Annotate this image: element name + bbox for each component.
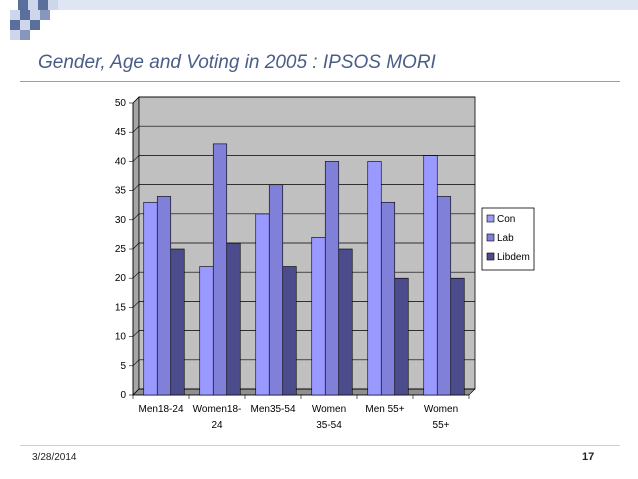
bar-libdem — [450, 277, 465, 396]
bar-libdem — [394, 277, 409, 396]
x-tick-label: Women — [424, 404, 458, 415]
x-tick-label: Women — [312, 404, 346, 415]
deco-square — [10, 10, 20, 20]
gridline-depth — [132, 271, 140, 279]
deco-square — [30, 10, 40, 20]
bar-libdem — [226, 242, 241, 396]
legend-swatch-libdem — [486, 252, 495, 261]
x-tick-label: 55+ — [433, 420, 450, 431]
y-tick-label: 45 — [115, 127, 127, 138]
y-tick-label: 35 — [115, 186, 127, 197]
x-tick-label: 35-54 — [316, 420, 342, 431]
deco-square — [10, 30, 20, 40]
gridline-depth — [132, 301, 140, 308]
deco-square — [40, 10, 50, 20]
grouped-bar-chart: 0 5 10 15 20 25 30 35 40 45 50 Men18-24 Women18- 24 Me… — [115, 96, 535, 431]
x-tick-label: Men 55+ — [365, 404, 404, 415]
x-tick-label: Men18-24 — [138, 404, 183, 415]
deco-square — [20, 20, 30, 30]
bar-libdem — [170, 248, 185, 396]
y-tick-label: 15 — [115, 302, 127, 313]
gridline-depth — [132, 242, 140, 250]
deco-square — [10, 20, 20, 30]
y-tick-label: 5 — [120, 361, 126, 372]
deco-square — [58, 0, 638, 10]
deco-square — [38, 0, 48, 10]
footer-date: 3/28/2014 — [32, 452, 77, 463]
deco-square — [30, 20, 40, 30]
deco-square — [28, 0, 38, 10]
bar-libdem — [338, 248, 353, 396]
bar-lab — [436, 196, 452, 396]
bar-con — [199, 266, 214, 396]
bar-con — [311, 237, 326, 396]
legend-swatch-con — [486, 214, 495, 223]
bar-lab — [212, 143, 228, 396]
gridline-depth — [132, 330, 140, 337]
bar-con — [423, 155, 438, 396]
header-checker-decoration — [10, 0, 638, 40]
title-divider — [20, 81, 620, 82]
x-tick-label: 24 — [211, 420, 223, 431]
x-tick-label: Men35-54 — [250, 404, 295, 415]
gridline-depth — [132, 388, 140, 396]
slide-title: Gender, Age and Voting in 2005 : IPSOS M… — [38, 52, 436, 73]
y-tick-label: 50 — [115, 98, 127, 109]
legend-label-lab: Lab — [497, 233, 514, 244]
legend-swatch-lab — [486, 233, 495, 242]
gridline-depth — [132, 96, 140, 104]
deco-square — [48, 0, 58, 10]
bar-lab — [380, 201, 396, 396]
gridline-depth — [132, 184, 140, 191]
y-tick-label: 20 — [115, 273, 127, 284]
gridline-depth — [132, 125, 140, 133]
x-tick-label: Women18- — [193, 404, 242, 415]
deco-square — [20, 10, 30, 20]
y-tick-label: 0 — [120, 390, 126, 401]
bar-con — [143, 201, 158, 396]
y-tick-label: 25 — [115, 244, 127, 255]
legend-label-con: Con — [497, 214, 515, 225]
deco-square — [18, 0, 28, 10]
page-number: 17 — [582, 451, 595, 463]
gridline-depth — [132, 359, 140, 367]
bar-libdem — [282, 266, 297, 396]
gridline-depth — [132, 213, 140, 221]
bar-lab — [156, 196, 172, 396]
deco-square — [20, 30, 30, 40]
bar-lab — [268, 184, 284, 396]
bar-con — [255, 213, 270, 396]
y-tick-label: 10 — [115, 332, 127, 343]
gridline-depth — [132, 155, 140, 162]
y-tick-label: 40 — [115, 156, 127, 167]
bar-lab — [324, 161, 340, 396]
footer-divider — [20, 445, 620, 446]
legend-label-libdem: Libdem — [497, 252, 530, 263]
y-tick-label: 30 — [115, 215, 127, 226]
bar-con — [367, 161, 382, 396]
